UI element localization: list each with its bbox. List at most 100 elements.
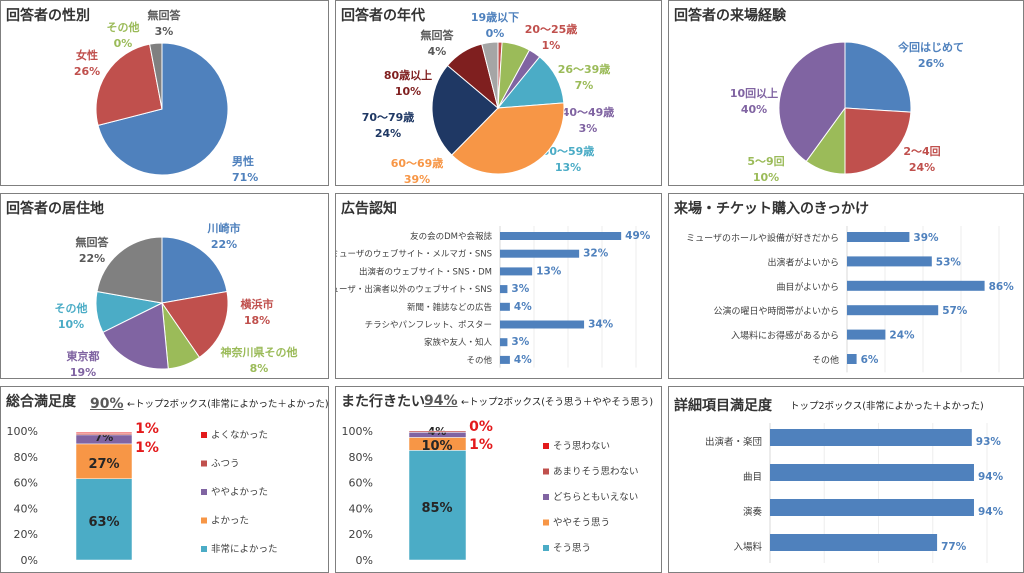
gender-slice-label-item-0: 71% [232,171,258,184]
residence-slice-item-1 [161,290,229,359]
reason-category-item-3: 公演の曜日や時間帯がよいから [713,305,839,317]
ad-bar-item-4 [500,302,510,311]
age-slice-item-6 [431,64,499,156]
ad-bar-item-7 [500,355,510,364]
ad-category-item-5: チラシやパンフレット、ポスター [365,321,492,331]
gender-slice-item-0 [97,42,229,176]
satisfaction-segment-item-0 [75,478,133,561]
age-slice-label-item-5: 39% [404,173,430,186]
reason-category-item-5: その他 [812,354,839,366]
visits-slice-label-item-1: 24% [909,161,935,174]
revisit-segment-label-item-0: 85% [421,501,452,516]
visits-slice-item-3 [778,41,846,163]
revisit-legend-swatch-item-0 [543,545,549,551]
gender-pie-chart: 男性 71% 女性 26% その他 0% 無回答 3% [74,8,259,184]
age-slice-name-item-8: 無回答 [421,28,455,42]
ad-value-label-item-0: 49% [625,230,651,242]
residence-slice-label-item-3: 19% [70,366,96,379]
residence-title: 回答者の居住地 [6,201,104,217]
gender-slice-name-item-3: 無回答 [148,8,182,22]
ad-value-label-item-1: 32% [583,248,609,260]
panel-ad: 広告認知 友の会のDMや会報誌 49% ミューザのウェブサイト・メルマガ・SNS 32… [335,193,662,379]
age-slice-label-item-1: 1% [542,39,561,52]
reason-category-item-4: 入場料にお得感があるから [731,330,839,342]
panel-revisit: また行きたい 94% ←トップ2ボックス(そう思う＋ややそう思う) 100% 80… [335,386,662,573]
revisit-legend-swatch-item-1 [543,519,549,526]
satisfaction-note: ←トップ2ボックス(非常によかった＋よかった) [127,399,329,410]
residence-slice-label-item-0: 22% [211,238,237,251]
age-slice-item-8 [481,41,499,109]
gender-slice-label-item-2: 0% [114,37,133,50]
residence-pie-chart: 川崎市 22% 横浜市 18% 神奈川県その他 8% 東京都 19% その他 10% 無回答 22% [55,221,298,379]
residence-slice-label-item-1: 18% [244,314,270,327]
revisit-stacked-bar: 100%80%60%40%20%0%85%10%4%1%0%そう思うややそう思う… [342,419,639,567]
visits-title: 回答者の来場経験 [674,8,786,24]
satisfaction-segment-label-item-4: 1% [135,421,159,437]
reason-bar-item-3 [847,305,939,316]
satisfaction-ytick-item-3: 40% [14,502,38,515]
revisit-ytick-item-3: 40% [349,502,373,515]
revisit-segment-item-3 [408,430,467,433]
age-slice-name-item-4: 50～59歳 [542,144,595,158]
reason-category-item-2: 曲目がよいから [776,281,839,293]
revisit-legend-swatch-item-4 [543,443,549,449]
revisit-segment-label-item-3: 1% [469,437,493,453]
residence-slice-name-item-4: その他 [55,301,88,315]
age-slice-label-item-3: 3% [579,122,598,135]
satisfaction-segment-label-item-1: 27% [88,457,119,472]
detail-bar-item-3 [770,534,938,551]
satisfaction-legend-swatch-item-0 [201,546,207,552]
revisit-legend-label-item-2: どちらともいえない [553,492,638,503]
ad-value-label-item-2: 13% [536,265,562,277]
reason-bar-item-2 [847,280,985,291]
satisfaction-ytick-item-1: 80% [14,451,38,464]
age-title: 回答者の年代 [341,8,425,24]
residence-slice-item-3 [102,302,169,370]
detail-note: トップ2ボックス(非常によかった＋よかった) [790,401,984,412]
detail-value-label-item-1: 94% [978,471,1004,483]
ad-value-label-item-5: 34% [588,319,614,331]
revisit-legend-label-item-4: そう思わない [553,441,610,452]
ad-value-label-item-6: 3% [511,336,529,348]
panel-reason: 来場・チケット購入のきっかけ ミューザのホールや設備が好きだから 39% 出演者がよ… [668,193,1024,379]
residence-slice-name-item-1: 横浜市 [241,297,274,311]
age-slice-label-item-6: 24% [375,127,401,140]
satisfaction-legend-label-item-2: ややよかった [211,487,268,498]
residence-slice-name-item-2: 神奈川県その他 [221,345,298,359]
ad-bar-item-5 [500,320,585,329]
gender-slice-label-item-3: 3% [155,25,174,38]
ad-value-label-item-3: 3% [511,283,529,295]
detail-bar-item-2 [770,499,974,516]
ad-bar-item-3 [500,285,508,294]
satisfaction-segment-label-item-0: 63% [88,515,119,530]
satisfaction-legend-label-item-0: 非常によかった [211,543,278,555]
detail-bar-item-0 [770,429,972,446]
reason-bar-chart: ミューザのホールや設備が好きだから 39% 出演者がよいから 53% 曲目がよいから 86… [686,226,1014,373]
panel-detail: 詳細項目満足度 トップ2ボックス(非常によかった＋よかった) 出演者・楽団 93%… [668,386,1024,573]
reason-title: 来場・チケット購入のきっかけ [674,201,870,217]
revisit-legend-label-item-0: そう思う [553,543,591,554]
ad-category-item-1: ミューザのウェブサイト・メルマガ・SNS [335,249,492,260]
ad-value-label-item-7: 4% [514,354,532,366]
detail-title: 詳細項目満足度 [674,398,772,414]
ad-category-item-7: その他 [466,355,492,366]
visits-slice-item-0 [844,41,912,113]
satisfaction-legend-label-item-3: ふつう [211,459,240,470]
ad-title: 広告認知 [341,201,397,217]
reason-category-item-1: 出演者がよいから [767,256,839,268]
gender-slice-label-item-1: 26% [74,65,100,78]
age-slice-item-5 [450,102,565,175]
detail-bar-chart: 出演者・楽団 93% 曲目 94% 演奏 94% 入場料 77% [705,423,1004,563]
satisfaction-legend-swatch-item-2 [201,489,207,495]
residence-slice-label-item-4: 10% [58,318,84,331]
satisfaction-legend-swatch-item-4 [201,432,207,438]
panel-visits: 回答者の来場経験 今回はじめて 26% 2～4回 24% 5～9回 10% 10回以上 40% [668,0,1024,186]
visits-slice-label-item-3: 40% [741,103,767,116]
revisit-note: ←トップ2ボックス(そう思う＋ややそう思う) [461,397,654,408]
age-slice-label-item-8: 4% [428,45,447,58]
satisfaction-ytick-item-5: 0% [21,554,38,567]
revisit-headline: 94% [424,393,458,409]
age-slice-name-item-1: 20～25歳 [525,22,578,36]
reason-bar-item-5 [847,354,857,364]
visits-slice-name-item-3: 10回以上 [730,86,778,100]
